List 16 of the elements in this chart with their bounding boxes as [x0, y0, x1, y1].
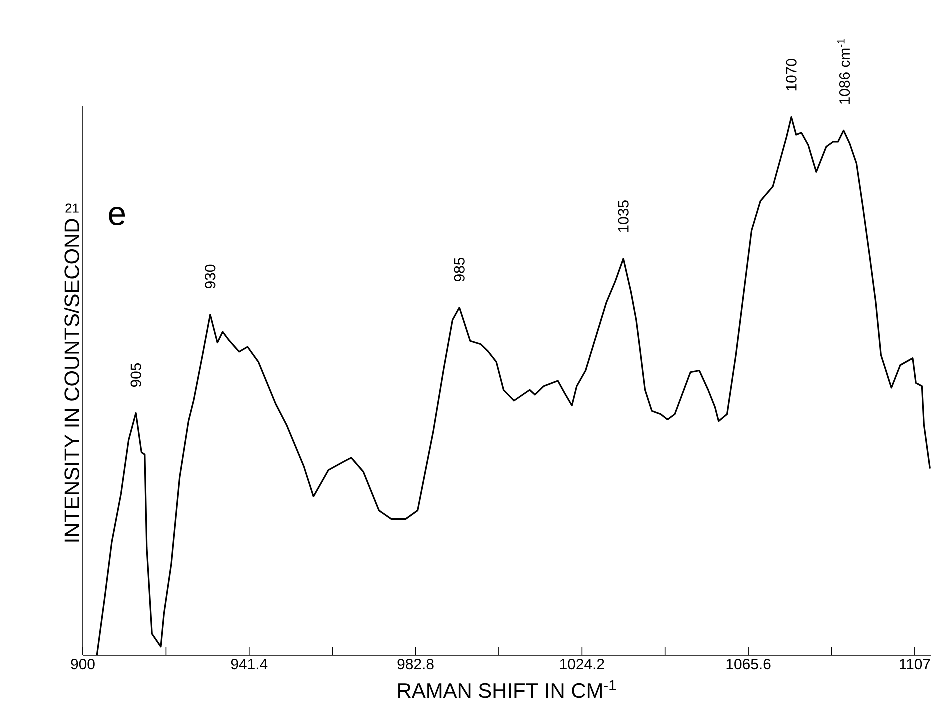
- x-tick-label: 982.8: [398, 659, 434, 670]
- x-tick-label: 1065.6: [726, 659, 771, 670]
- x-axis-title: RAMAN SHIFT IN CM$^{-1}$: [398, 680, 616, 698]
- y-axis-title: INTENSITY IN COUNTS/SECOND: [64, 219, 80, 542]
- text: 21: [66, 204, 79, 213]
- x-tick-label: 900: [71, 659, 95, 670]
- annotation: 930: [205, 264, 216, 289]
- x-tick-label: 1107: [900, 659, 930, 670]
- annotation: 1070: [786, 59, 797, 91]
- annotation: 1086 cm$^{-1}$: [838, 39, 850, 104]
- text: e: [109, 206, 126, 226]
- x-tick-label: 941.4: [231, 659, 268, 670]
- x-tick-label: 1024.2: [560, 659, 604, 670]
- annotation: 985: [454, 258, 465, 282]
- annotation: 1035: [618, 200, 629, 232]
- annotation: 905: [130, 363, 142, 388]
